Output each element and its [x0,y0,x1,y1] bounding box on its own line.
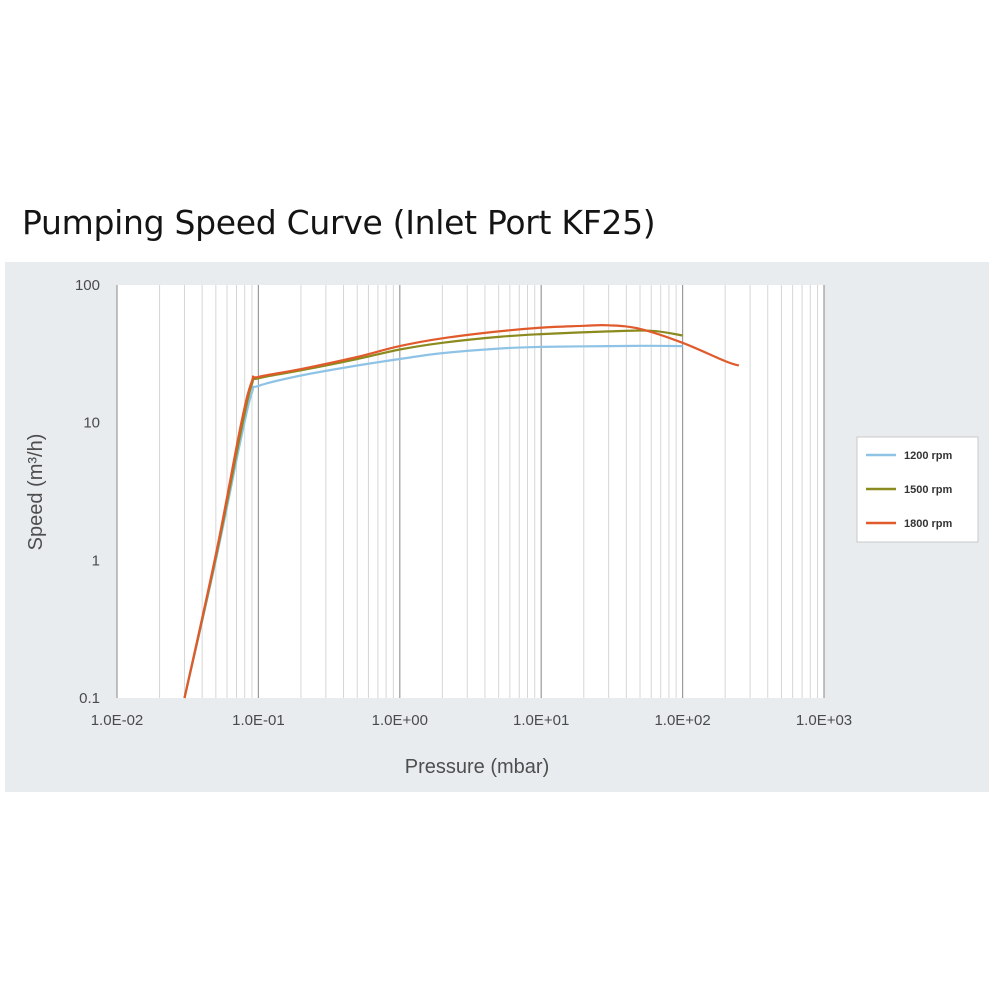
y-axis-label: Speed (m³/h) [25,434,47,551]
y-tick-labels: 0.1 1 10 100 [75,277,100,707]
y-tick-label: 10 [83,415,100,432]
legend-label: 1200 rpm [904,450,953,462]
legend-label: 1500 rpm [904,484,953,496]
y-tick-label: 0.1 [79,690,100,707]
legend: 1200 rpm 1500 rpm 1800 rpm [856,436,979,543]
x-tick-label: 1.0E+03 [796,712,852,729]
y-tick-label: 1 [92,552,100,569]
x-axis-label: Pressure (mbar) [405,756,549,778]
x-tick-label: 1.0E+02 [654,712,710,729]
series-group [183,323,740,699]
x-tick-label: 1.0E-01 [232,712,285,729]
legend-label: 1800 rpm [904,518,953,530]
x-tick-label: 1.0E+00 [372,712,428,729]
chart-title: Pumping Speed Curve (Inlet Port KF25) [22,203,656,242]
y-tick-label: 100 [75,277,100,294]
series-line-1800-rpm [183,323,740,699]
plot-area [117,285,824,698]
x-tick-labels: 1.0E-02 1.0E-01 1.0E+00 1.0E+01 1.0E+02 1.0E+… [91,712,852,729]
series-line-1200-rpm [183,344,683,699]
legend-items: 1200 rpm 1500 rpm 1800 rpm [866,450,953,530]
x-tick-label: 1.0E+01 [513,712,569,729]
grid [116,285,825,698]
x-tick-label: 1.0E-02 [91,712,144,729]
